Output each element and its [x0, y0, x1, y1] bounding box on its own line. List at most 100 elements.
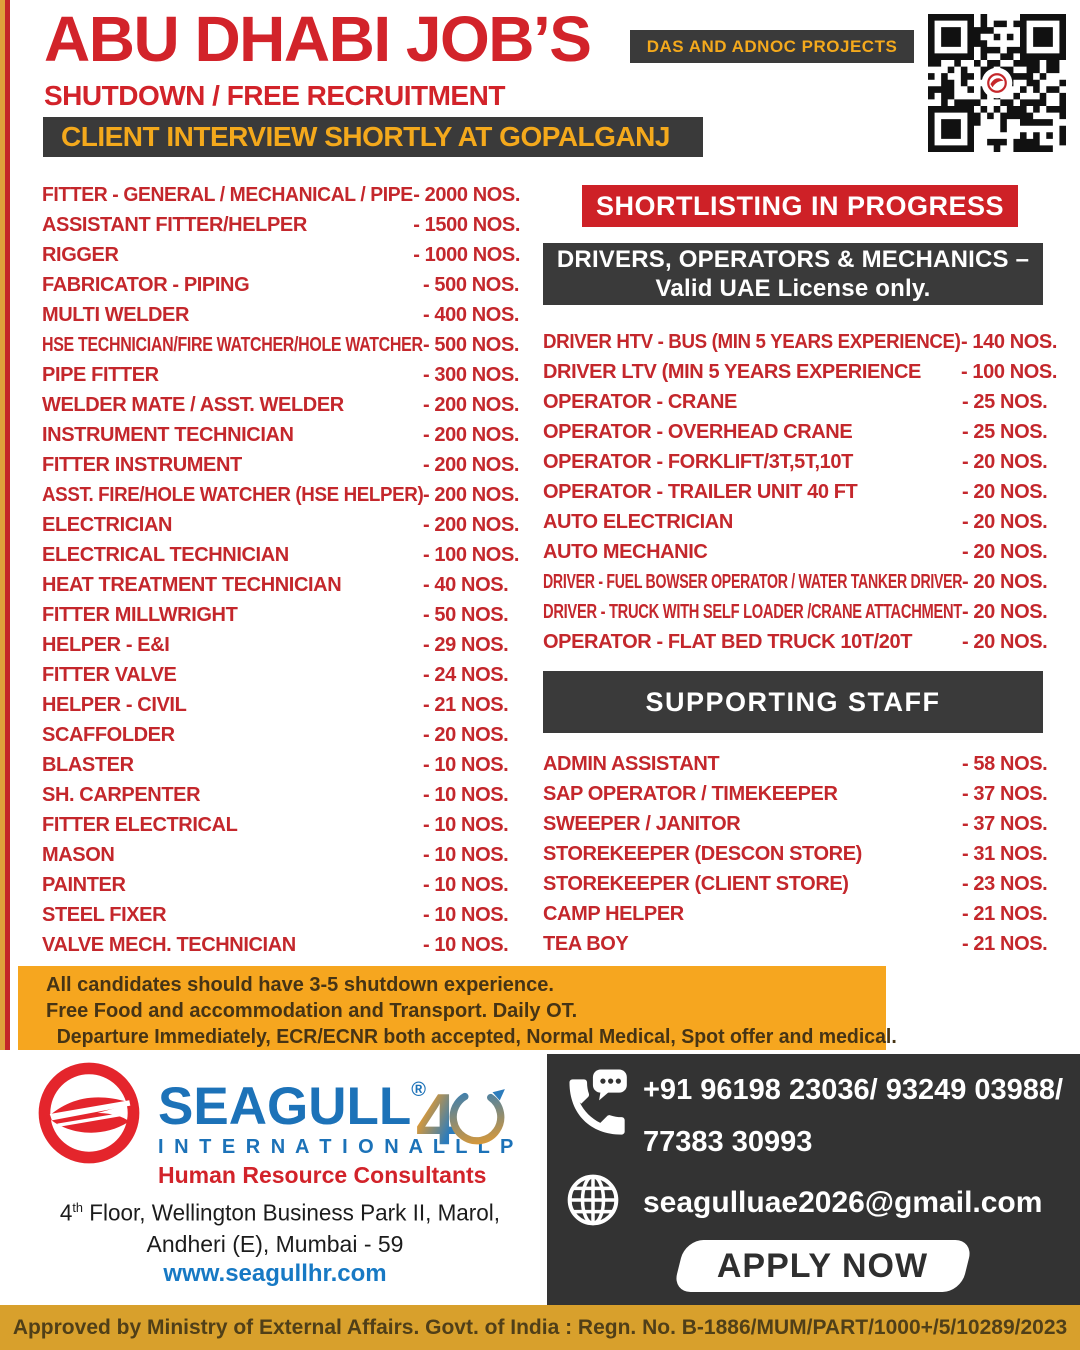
- job-count: - 40 NOS.: [423, 573, 509, 596]
- job-count: - 100 NOS.: [423, 543, 520, 566]
- job-row: HEAT TREATMENT TECHNICIAN - 40 NOS.: [42, 570, 520, 600]
- job-count: - 20 NOS.: [423, 723, 509, 746]
- job-title: INSTRUMENT TECHNICIAN: [42, 423, 294, 446]
- job-row: SH. CARPENTER - 10 NOS.: [42, 780, 520, 810]
- phone-line1[interactable]: +91 96198 23036/ 93249 03988/: [643, 1074, 1064, 1106]
- job-title: OPERATOR - FORKLIFT/3T,5T,10T: [543, 450, 853, 473]
- job-title: OPERATOR - FLAT BED TRUCK 10T/20T: [543, 630, 913, 653]
- job-row: SCAFFOLDER - 20 NOS.: [42, 720, 520, 750]
- job-count: - 200 NOS.: [423, 483, 520, 506]
- job-title: DRIVER LTV (MIN 5 YEARS EXPERIENCE: [543, 360, 921, 383]
- company-name: SEAGULL®: [158, 1062, 516, 1135]
- job-count: - 20 NOS.: [962, 540, 1048, 563]
- job-title: ASSISTANT FITTER/HELPER: [42, 213, 307, 236]
- job-row: ADMIN ASSISTANT - 58 NOS.: [543, 749, 1057, 779]
- company-tagline: Human Resource Consultants: [158, 1162, 487, 1188]
- job-row: MASON - 10 NOS.: [42, 840, 520, 870]
- globe-icon: [565, 1172, 621, 1236]
- job-title: WELDER MATE / ASST. WELDER: [42, 393, 344, 416]
- job-row: DRIVER LTV (MIN 5 YEARS EXPERIENCE - 100 …: [543, 357, 1057, 387]
- job-row: ASSISTANT FITTER/HELPER - 1500 NOS.: [42, 210, 520, 240]
- job-row: ELECTRICAL TECHNICIAN - 100 NOS.: [42, 540, 520, 570]
- job-row: STOREKEEPER (DESCON STORE) - 31 NOS.: [543, 839, 1057, 869]
- phone-line2[interactable]: 77383 30993: [643, 1126, 813, 1158]
- job-count: - 20 NOS.: [962, 600, 1048, 623]
- job-title: HELPER - CIVIL: [42, 693, 187, 716]
- job-row: FITTER - GENERAL / MECHANICAL / PIPE - 20…: [42, 180, 520, 210]
- job-row: OPERATOR - FLAT BED TRUCK 10T/20T - 20 NO…: [543, 627, 1057, 657]
- job-row: PAINTER - 10 NOS.: [42, 870, 520, 900]
- job-row: OPERATOR - FORKLIFT/3T,5T,10T - 20 NOS.: [543, 447, 1057, 477]
- job-count: - 21 NOS.: [962, 902, 1048, 925]
- job-row: MULTI WELDER - 400 NOS.: [42, 300, 520, 330]
- job-row: FITTER INSTRUMENT - 200 NOS.: [42, 450, 520, 480]
- drivers-list: DRIVER HTV - BUS (MIN 5 YEARS EXPERIENCE…: [543, 327, 1057, 657]
- job-title: ELECTRICAL TECHNICIAN: [42, 543, 289, 566]
- job-row: PIPE FITTER - 300 NOS.: [42, 360, 520, 390]
- job-title: FITTER VALVE: [42, 663, 177, 686]
- job-title: VALVE MECH. TECHNICIAN: [42, 933, 296, 956]
- job-title: PAINTER: [42, 873, 126, 896]
- job-row: DRIVER - FUEL BOWSER OPERATOR / WATER TA…: [543, 567, 1057, 597]
- seagull-logo-icon: [36, 1060, 142, 1166]
- job-count: - 10 NOS.: [423, 843, 509, 866]
- job-count: - 200 NOS.: [423, 453, 520, 476]
- job-count: - 37 NOS.: [962, 812, 1048, 835]
- right-column: SHORTLISTING IN PROGRESS DRIVERS, OPERAT…: [543, 183, 1057, 959]
- job-row: ASST. FIRE/HOLE WATCHER (HSE HELPER) - 20…: [42, 480, 520, 510]
- job-title: TEA BOY: [543, 932, 629, 955]
- email-link[interactable]: seagulluae2026@gmail.com: [643, 1186, 1043, 1219]
- company-address: 4th Floor, Wellington Business Park II, …: [55, 1192, 501, 1260]
- apply-now-button[interactable]: APPLY NOW: [672, 1240, 974, 1292]
- job-row: ELECTRICIAN - 200 NOS.: [42, 510, 520, 540]
- job-row: WELDER MATE / ASST. WELDER - 200 NOS.: [42, 390, 520, 420]
- job-title: CAMP HELPER: [543, 902, 684, 925]
- job-count: - 10 NOS.: [423, 933, 509, 956]
- contact-box: +91 96198 23036/ 93249 03988/ 77383 3099…: [547, 1054, 1080, 1305]
- job-count: - 25 NOS.: [962, 420, 1048, 443]
- job-count: - 200 NOS.: [423, 393, 520, 416]
- job-row: INSTRUMENT TECHNICIAN - 200 NOS.: [42, 420, 520, 450]
- job-count: - 50 NOS.: [423, 603, 509, 626]
- job-row: HELPER - E&I - 29 NOS.: [42, 630, 520, 660]
- job-row: BLASTER - 10 NOS.: [42, 750, 520, 780]
- job-title: BLASTER: [42, 753, 134, 776]
- job-title: RIGGER: [42, 243, 119, 266]
- job-title: DRIVER HTV - BUS (MIN 5 YEARS EXPERIENCE…: [543, 330, 961, 353]
- job-row: SWEEPER / JANITOR - 37 NOS.: [543, 809, 1057, 839]
- job-count: - 20 NOS.: [962, 630, 1048, 653]
- job-count: - 20 NOS.: [962, 510, 1048, 533]
- website-link[interactable]: www.seagullhr.com: [163, 1260, 387, 1287]
- drivers-section-banner: DRIVERS, OPERATORS & MECHANICS – Valid U…: [543, 243, 1043, 305]
- job-count: - 10 NOS.: [423, 753, 509, 776]
- job-title: OPERATOR - OVERHEAD CRANE: [543, 420, 853, 443]
- general-jobs-list: FITTER - GENERAL / MECHANICAL / PIPE - 20…: [42, 180, 520, 960]
- note-line: Free Food and accommodation and Transpor…: [46, 1000, 578, 1022]
- job-row: FITTER ELECTRICAL - 10 NOS.: [42, 810, 520, 840]
- job-row: VALVE MECH. TECHNICIAN - 10 NOS.: [42, 930, 520, 960]
- job-count: - 300 NOS.: [423, 363, 520, 386]
- anniversary-four: 4: [416, 1080, 457, 1160]
- interview-banner: CLIENT INTERVIEW SHORTLY AT GOPALGANJ: [43, 117, 703, 157]
- apply-now-label: APPLY NOW: [717, 1246, 929, 1285]
- job-title: HSE TECHNICIAN/FIRE WATCHER/HOLE WATCHER: [42, 333, 423, 356]
- job-title: ELECTRICIAN: [42, 513, 173, 536]
- projects-badge: DAS AND ADNOC PROJECTS: [630, 30, 914, 63]
- page-title: ABU DHABI JOB’S: [44, 3, 592, 75]
- address-line1: 4th Floor, Wellington Business Park II, …: [59, 1199, 501, 1226]
- job-title: SCAFFOLDER: [42, 723, 175, 746]
- job-row: DRIVER HTV - BUS (MIN 5 YEARS EXPERIENCE…: [543, 327, 1057, 357]
- job-row: HELPER - CIVIL - 21 NOS.: [42, 690, 520, 720]
- job-count: - 20 NOS.: [962, 570, 1048, 593]
- job-row: OPERATOR - TRAILER UNIT 40 FT - 20 NOS.: [543, 477, 1057, 507]
- anniversary-40-icon: 4: [416, 1076, 526, 1164]
- job-row: OPERATOR - OVERHEAD CRANE - 25 NOS.: [543, 417, 1057, 447]
- qr-code[interactable]: [928, 14, 1066, 152]
- job-count: - 58 NOS.: [962, 752, 1048, 775]
- job-count: - 10 NOS.: [423, 873, 509, 896]
- job-title: FABRICATOR - PIPING: [42, 273, 250, 296]
- note-line: Departure Immediately, ECR/ECNR both acc…: [56, 1026, 897, 1048]
- job-title: HEAT TREATMENT TECHNICIAN: [42, 573, 342, 596]
- job-title: FITTER MILLWRIGHT: [42, 603, 238, 626]
